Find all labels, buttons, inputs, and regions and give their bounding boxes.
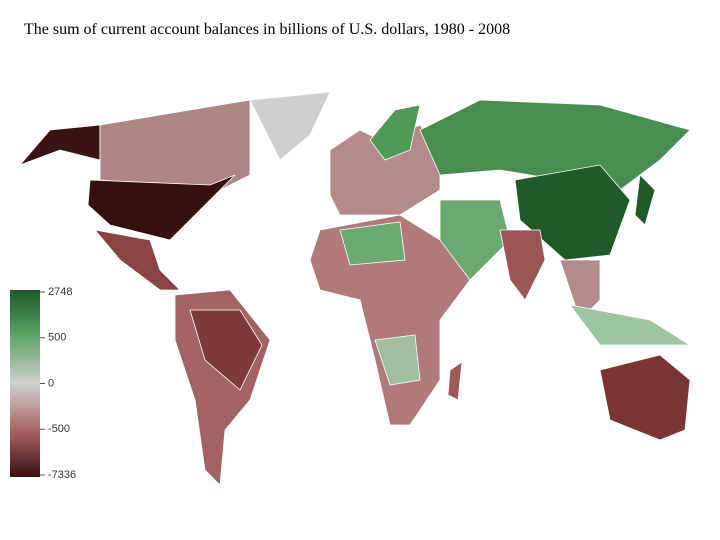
region xyxy=(634,174,656,226)
region xyxy=(249,91,331,161)
colorbar-ticks: 2748 500 0 -500 -7336 xyxy=(40,286,76,481)
region xyxy=(569,304,692,346)
region xyxy=(599,354,691,441)
colorbar xyxy=(10,290,40,477)
region xyxy=(93,229,181,291)
region xyxy=(87,174,236,241)
colorbar-tick-label: 0 xyxy=(48,377,54,389)
region xyxy=(369,104,421,161)
region xyxy=(514,164,631,261)
region xyxy=(499,229,546,301)
region xyxy=(447,361,463,401)
region xyxy=(339,221,406,266)
region xyxy=(19,124,101,166)
region xyxy=(189,309,263,391)
region xyxy=(374,334,421,386)
colorbar-tick-label: 500 xyxy=(48,332,66,344)
region xyxy=(309,214,471,426)
colorbar-tick-label: -7336 xyxy=(48,469,76,481)
colorbar-tick-label: -500 xyxy=(48,423,70,435)
map-title: The sum of current account balances in b… xyxy=(24,21,510,38)
world-map xyxy=(19,91,692,486)
region xyxy=(559,259,601,321)
colorbar-tick-label: 2748 xyxy=(48,286,72,298)
